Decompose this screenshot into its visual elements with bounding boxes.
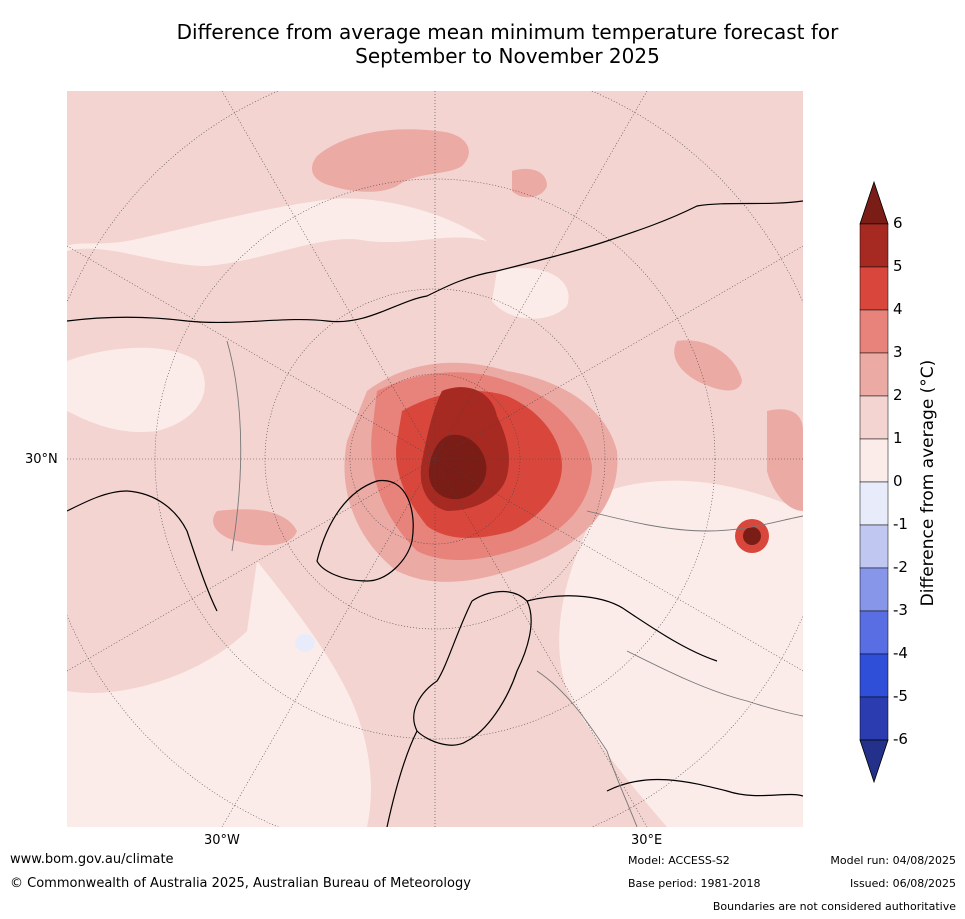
colorbar-tick-label: 1 [893, 429, 903, 447]
footer-model: Model: ACCESS-S2 [628, 854, 730, 867]
footer-copyright: © Commonwealth of Australia 2025, Austra… [10, 876, 471, 891]
lat-label-30n: 30°N [25, 452, 58, 467]
colorbar-segment [859, 352, 889, 397]
colorbar-segment [859, 524, 889, 569]
colorbar-tick-label: 0 [893, 472, 903, 490]
colorbar-label: Difference from average (°C) [918, 359, 938, 607]
footer-website[interactable]: www.bom.gov.au/climate [10, 852, 174, 867]
anomaly-negative-atlantic [295, 634, 315, 652]
anomaly-2-3-east-asia [674, 340, 742, 391]
forecast-map [67, 91, 803, 827]
colorbar-segment [859, 481, 889, 526]
anomaly-baikal-inner [743, 527, 761, 545]
chart-title: Difference from average mean minimum tem… [0, 20, 965, 68]
colorbar-tick-label: -1 [893, 515, 908, 533]
anomaly-2-3-east-edge [767, 409, 803, 511]
colorbar-segment [859, 266, 889, 311]
anomaly-2-3-north-pacific [312, 129, 469, 192]
title-line-2: September to November 2025 [355, 44, 660, 68]
colorbar-segment [859, 223, 889, 268]
colorbar-tick-label: -2 [893, 558, 908, 576]
colorbar-extend-min [859, 739, 889, 784]
anomaly-6plus-arctic [428, 434, 487, 500]
colorbar-tick-label: 2 [893, 386, 903, 404]
title-line-1: Difference from average mean minimum tem… [176, 20, 839, 44]
lon-label-30e: 30°E [631, 833, 663, 848]
colorbar-tick-label: 3 [893, 343, 903, 361]
colorbar-segment [859, 567, 889, 612]
colorbar-tick-label: 6 [893, 214, 903, 232]
colorbar-tick-label: -6 [893, 730, 908, 748]
footer-model-run: Model run: 04/08/2025 [830, 854, 956, 867]
lon-label-30w: 30°W [204, 833, 240, 848]
colorbar-extend-max [859, 180, 889, 225]
anomaly-2-3-pacific-small [512, 168, 547, 198]
graticule [67, 91, 803, 827]
colorbar-segment [859, 395, 889, 440]
colorbar [859, 180, 889, 784]
colorbar-segment [859, 610, 889, 655]
country-borders [226, 340, 803, 827]
footer-issued: Issued: 06/08/2025 [849, 877, 956, 890]
colorbar-segment [859, 309, 889, 354]
anomaly-0-1-siberia [492, 267, 569, 319]
colorbar-tick-label: -3 [893, 601, 908, 619]
anomaly-0-1-canada [67, 347, 205, 432]
coastlines [67, 200, 803, 827]
colorbar-tick-label: 4 [893, 300, 903, 318]
colorbar-segment [859, 438, 889, 483]
colorbar-tick-label: -4 [893, 644, 908, 662]
colorbar-tick-label: 5 [893, 257, 903, 275]
anomaly-0-1-north-pacific [67, 198, 487, 266]
anomaly-0-1-atlantic [67, 561, 371, 827]
colorbar-tick-label: -5 [893, 687, 908, 705]
anomaly-0-1-europe-asia [559, 480, 803, 827]
colorbar-segment [859, 653, 889, 698]
footer-disclaimer: Boundaries are not considered authoritat… [712, 900, 956, 913]
footer-base-period: Base period: 1981-2018 [628, 877, 761, 890]
colorbar-segment [859, 696, 889, 741]
